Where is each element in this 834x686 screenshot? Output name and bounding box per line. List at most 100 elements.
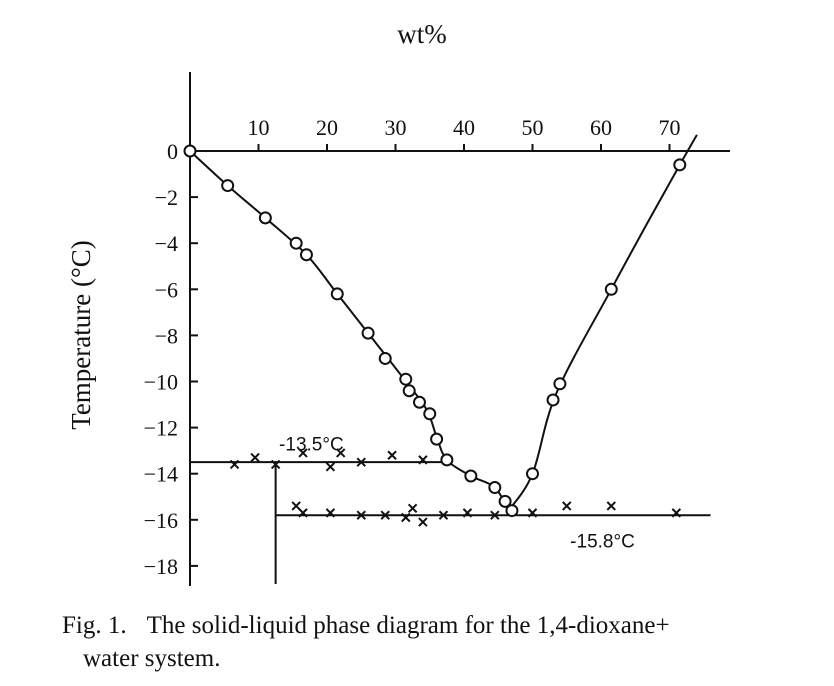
data-markers [183,144,687,527]
liquidus-curves [189,134,711,584]
data-point-circle [399,372,413,386]
y-tick-label: 0 [167,139,178,164]
cross-stroke [298,448,308,458]
cross-stroke [270,459,281,470]
cross-stroke [298,508,308,518]
x-tick-label: 30 [385,115,407,140]
annotation-label: -15.8°C [570,532,635,553]
y-tick-label: −18 [144,554,178,579]
data-point-circle [553,377,567,391]
phase-diagram-chart: 10 20 30 40 50 60 70 0 −2 −4 −6 −8 −10 −12 −14 −16 −18 w… [66,19,730,586]
data-point-circle [673,158,687,172]
data-point-circle [505,504,519,518]
data-point-cross [250,452,260,463]
data-point-circle [221,179,235,193]
cross-stroke [356,457,366,467]
data-point-circle [430,432,444,446]
y-tick-label: −4 [155,231,178,256]
cross-stroke [671,508,682,518]
data-point-cross [270,459,281,470]
data-point-cross [562,501,572,511]
cross-stroke [325,508,336,518]
annotation-label: -13.5°C [279,435,344,456]
data-point-cross [325,508,336,518]
y-tick-label: −10 [144,370,178,395]
data-point-cross [325,462,336,472]
chart-axes [189,72,730,586]
cross-stroke [250,452,260,463]
y-tick-label: −12 [144,416,178,441]
cross-stroke [562,501,572,511]
y-tick-label: −14 [144,462,178,487]
cross-stroke [606,501,616,511]
data-point-circle [546,393,560,407]
data-point-circle [299,248,313,262]
caption-label: Fig. 1. [62,612,127,639]
data-point-cross [606,501,616,511]
data-point-cross [298,448,308,458]
caption-line-1: Fig. 1. The solid-liquid phase diagram fo… [62,609,670,642]
cross-stroke [438,510,449,520]
x-tick-label: 20 [316,115,338,140]
data-point-cross [380,510,390,520]
data-point-circle [378,351,392,365]
y-tick-label: −16 [144,508,178,533]
data-point-cross [407,503,418,513]
y-tick-label: −8 [155,323,178,348]
cross-stroke [291,501,301,511]
data-point-circle [464,469,478,483]
data-point-circle [402,384,416,398]
data-point-circle [488,481,502,495]
cross-stroke [335,448,346,458]
data-point-circle [526,467,539,481]
data-point-cross [438,510,449,520]
data-point-cross [298,508,308,518]
data-point-circle [289,236,303,250]
y-tick-label: −6 [155,277,178,302]
liquidus-curve-right [507,134,698,512]
liquidus-curve-left [189,150,510,512]
data-point-circle [440,453,454,467]
caption-text: The solid-liquid phase diagram for the 1… [146,612,670,639]
data-point-cross [401,512,411,523]
x-tick-label: 50 [522,115,544,140]
cross-stroke [462,508,473,518]
data-point-cross [356,510,366,520]
data-point-circle [423,407,437,421]
data-point-circle [412,395,426,409]
cross-stroke [527,508,538,518]
data-point-cross [671,508,682,518]
cross-stroke [407,503,418,513]
data-point-circle [258,211,272,225]
data-point-circle [604,282,618,296]
data-point-cross [291,501,301,511]
data-point-cross [527,508,538,518]
x-tick-label: 70 [659,115,681,140]
data-point-cross [418,455,428,465]
x-tick-label: 60 [590,115,612,140]
y-tick-label: −2 [155,185,178,210]
cross-stroke [229,459,240,470]
figure-caption: Fig. 1. The solid-liquid phase diagram fo… [0,600,834,686]
cross-stroke [356,510,366,520]
cross-stroke [325,462,336,472]
cross-stroke [387,450,397,460]
data-point-cross [229,459,240,470]
data-point-cross [387,450,397,460]
data-point-cross [335,448,346,458]
data-point-cross [418,517,428,527]
data-point-circle [361,326,375,340]
annotations: -13.5°C -15.8°C [279,435,635,553]
caption-line-2: water system. [83,645,221,672]
data-point-cross [490,510,500,520]
cross-stroke [418,517,428,527]
x-tick-label: 10 [248,115,270,140]
tick-labels: 10 20 30 40 50 60 70 0 −2 −4 −6 −8 −10 −12 −14 −16 −18 [144,115,681,579]
y-axis-label: Temperature (°C) [66,240,96,430]
data-point-circle [498,494,512,508]
cross-stroke [490,510,500,520]
data-point-cross [356,457,366,467]
data-point-circle [330,287,344,301]
cross-stroke [418,455,428,465]
data-point-cross [462,508,473,518]
